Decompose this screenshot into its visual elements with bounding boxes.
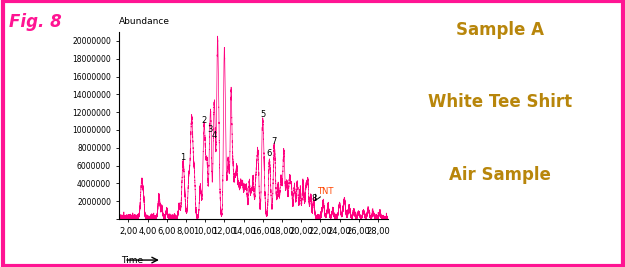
Text: 7: 7 — [271, 137, 277, 146]
Text: 4: 4 — [211, 131, 216, 140]
Text: Abundance: Abundance — [119, 17, 170, 26]
Text: 3: 3 — [208, 125, 212, 134]
Text: 8: 8 — [311, 194, 316, 203]
Text: 1: 1 — [181, 153, 186, 162]
Text: 2: 2 — [201, 116, 207, 125]
Text: 5: 5 — [260, 110, 266, 119]
Text: White Tee Shirt: White Tee Shirt — [428, 93, 572, 111]
Text: TNT: TNT — [318, 187, 334, 196]
Text: Fig. 8: Fig. 8 — [9, 13, 62, 31]
Text: 6: 6 — [267, 150, 272, 158]
Text: Sample A: Sample A — [456, 21, 544, 39]
Text: Air Sample: Air Sample — [449, 166, 551, 183]
Text: Time: Time — [121, 256, 144, 265]
